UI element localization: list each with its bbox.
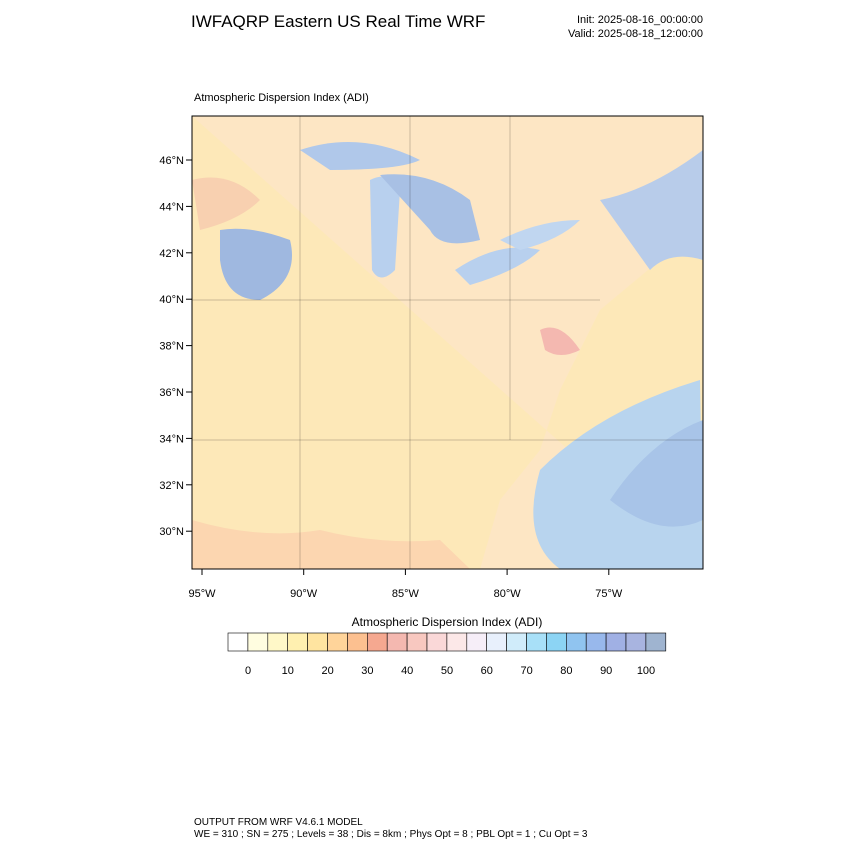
colorbar-box: [327, 632, 348, 652]
lat-label: 34°N: [159, 433, 184, 445]
lat-label: 42°N: [159, 248, 184, 260]
init-time: Init: 2025-08-16_00:00:00: [577, 14, 703, 26]
colorbar-box: [546, 632, 567, 652]
colorbar-box: [466, 632, 487, 652]
colorbar-box: [446, 632, 468, 652]
colorbar-box: [247, 632, 269, 652]
footer-line: WE = 310 ; SN = 275 ; Levels = 38 ; Dis …: [194, 829, 588, 840]
colorbar-box: [605, 632, 627, 652]
lat-label: 46°N: [159, 155, 184, 167]
colorbar-box: [526, 632, 547, 652]
valid-time: Valid: 2025-08-18_12:00:00: [568, 28, 703, 40]
colorbar-title: Atmospheric Dispersion Index (ADI): [352, 615, 543, 629]
lat-label: 30°N: [159, 526, 184, 538]
title: IWFAQRP Eastern US Real Time WRF: [191, 12, 485, 31]
colorbar-box: [307, 632, 328, 652]
colorbar-box: [347, 632, 368, 652]
colorbar-box: [366, 632, 388, 652]
colorbar-label: 10: [282, 665, 294, 677]
lat-axis: 46°N 44°N 42°N 40°N 38°N 36°N 34°N 32°N 30°N: [159, 155, 192, 538]
colorbar-label: 70: [520, 665, 532, 677]
colorbar-box: [227, 632, 249, 652]
colorbar-box: [645, 632, 667, 652]
colorbar-label: 20: [321, 665, 333, 677]
colorbar-box: [506, 632, 527, 652]
map-title: Atmospheric Dispersion Index (ADI): [194, 92, 369, 104]
lon-label: 95°W: [188, 588, 216, 600]
colorbar-label: 90: [600, 665, 612, 677]
colorbar-box: [267, 632, 288, 652]
colorbar-box: [287, 632, 308, 652]
colorbar-label: 0: [245, 665, 251, 677]
colorbar-label: 40: [401, 665, 413, 677]
colorbar-box: [585, 632, 607, 652]
lat-label: 40°N: [159, 294, 184, 306]
lon-label: 80°W: [494, 588, 522, 600]
lat-label: 38°N: [159, 341, 184, 353]
colorbar-box: [486, 632, 507, 652]
colorbar-box: [406, 632, 428, 652]
colorbar-label: 100: [637, 665, 655, 677]
colorbar-box: [426, 632, 448, 652]
map-field: [191, 115, 704, 570]
colorbar-box: [386, 632, 408, 652]
colorbar-label: 80: [560, 665, 572, 677]
colorbar-label: 50: [441, 665, 453, 677]
lat-label: 32°N: [159, 480, 184, 492]
colorbar-label: 60: [481, 665, 493, 677]
colorbar-box: [565, 632, 587, 652]
lon-label: 75°W: [595, 588, 623, 600]
footer-line: OUTPUT FROM WRF V4.6.1 MODEL: [194, 817, 363, 828]
lat-label: 44°N: [159, 201, 184, 213]
colorbar-label: 30: [361, 665, 373, 677]
colorbar-box: [625, 632, 647, 652]
lon-axis: 95°W 90°W 85°W 80°W 75°W: [188, 569, 623, 600]
colorbar: 0 10 20 30 40 50 60 70 80 90 100: [227, 632, 667, 677]
lon-label: 85°W: [392, 588, 420, 600]
lon-label: 90°W: [290, 588, 318, 600]
lat-label: 36°N: [159, 387, 184, 399]
